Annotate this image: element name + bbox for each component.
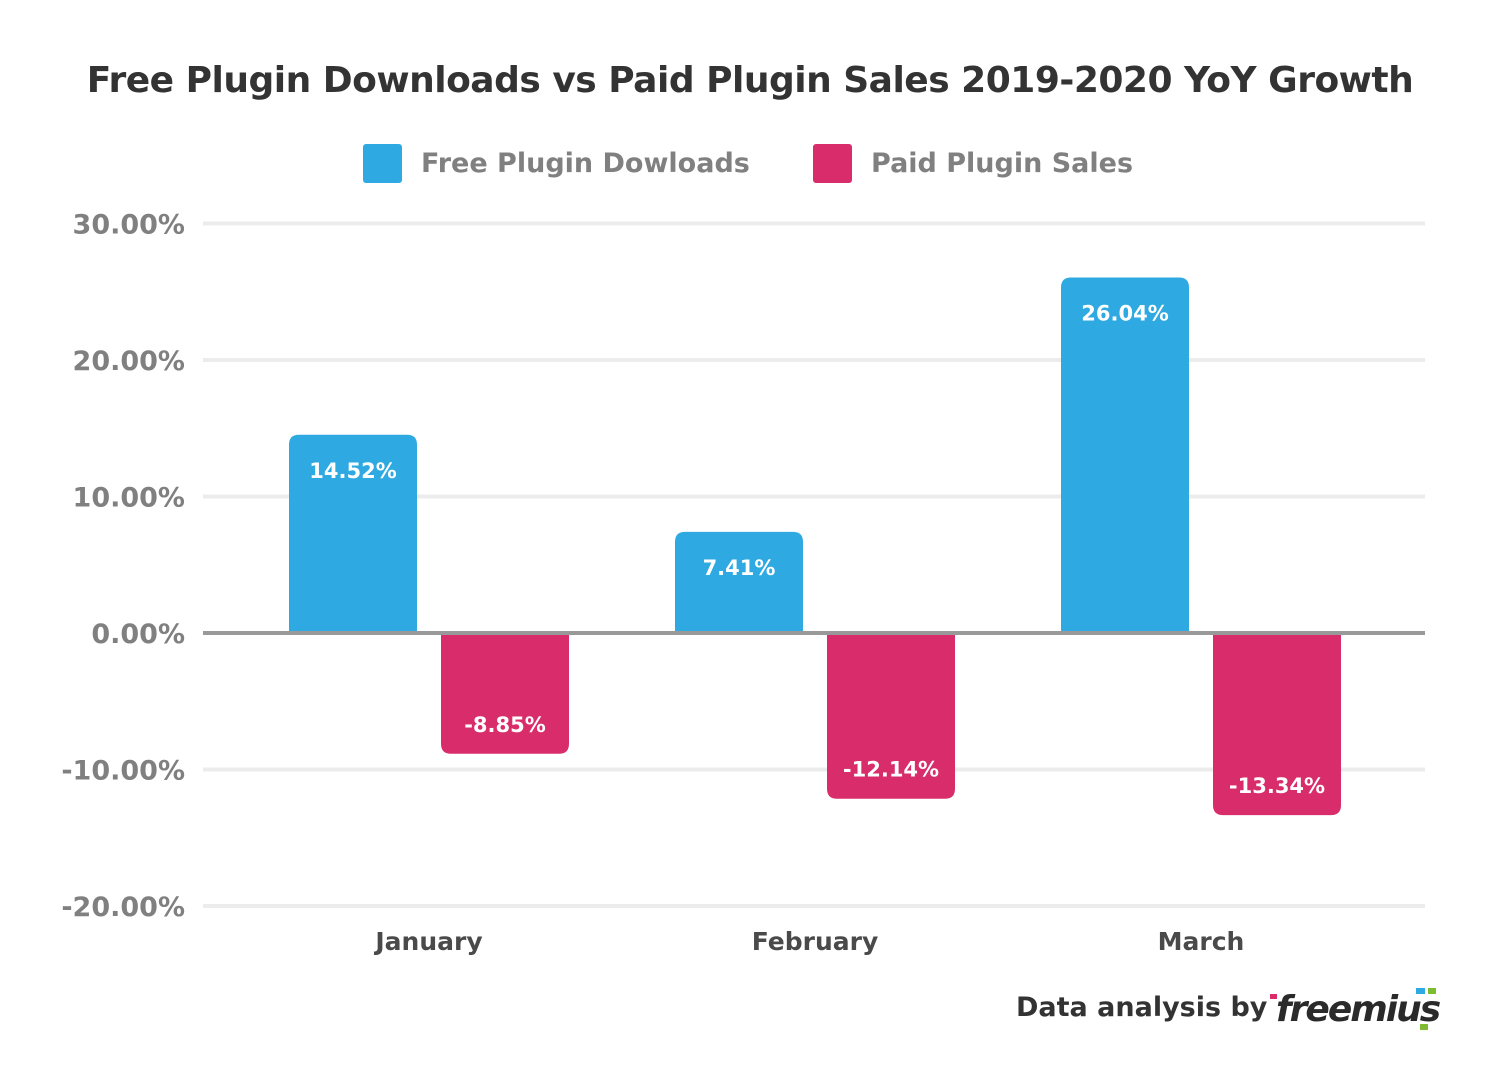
bar-free-march bbox=[1061, 277, 1189, 633]
bar-chart: 30.00% 20.00% 10.00% 0.00% -10.00% -20.00% 14.… bbox=[61, 210, 1425, 956]
x-tick-label: January bbox=[373, 927, 482, 956]
legend-label-free: Free Plugin Dowloads bbox=[421, 148, 750, 179]
credit-text: Data analysis by bbox=[1016, 992, 1268, 1023]
data-label: 26.04% bbox=[1081, 302, 1168, 326]
svg-text:freemius: freemius bbox=[1276, 989, 1441, 1030]
y-tick-label: 30.00% bbox=[73, 210, 185, 241]
y-tick-label: 0.00% bbox=[91, 619, 185, 650]
y-tick-label: 20.00% bbox=[73, 346, 185, 377]
chart-title: Free Plugin Downloads vs Paid Plugin Sal… bbox=[86, 60, 1414, 101]
bar-paid-january bbox=[441, 633, 569, 754]
x-tick-label: March bbox=[1158, 927, 1245, 956]
bar-paid-march bbox=[1213, 633, 1341, 816]
x-tick-label: February bbox=[752, 927, 879, 956]
bar-paid-february bbox=[827, 633, 955, 799]
data-label: -12.14% bbox=[843, 758, 939, 782]
data-label: 7.41% bbox=[703, 556, 776, 580]
data-label: -8.85% bbox=[464, 713, 546, 737]
bar-free-february bbox=[675, 531, 803, 633]
legend-item-free: Free Plugin Dowloads bbox=[363, 144, 750, 183]
legend-swatch-free bbox=[363, 144, 402, 183]
data-label: 14.52% bbox=[309, 459, 396, 483]
data-label: -13.34% bbox=[1229, 774, 1325, 798]
y-tick-label: -20.00% bbox=[61, 892, 185, 923]
freemius-logo: freemius bbox=[1270, 988, 1443, 1030]
y-tick-label: 10.00% bbox=[73, 483, 185, 514]
bar-free-january bbox=[289, 434, 417, 633]
legend-item-paid: Paid Plugin Sales bbox=[813, 144, 1133, 183]
legend-label-paid: Paid Plugin Sales bbox=[871, 148, 1134, 179]
y-tick-label: -10.00% bbox=[61, 756, 185, 787]
legend-swatch-paid bbox=[813, 144, 852, 183]
